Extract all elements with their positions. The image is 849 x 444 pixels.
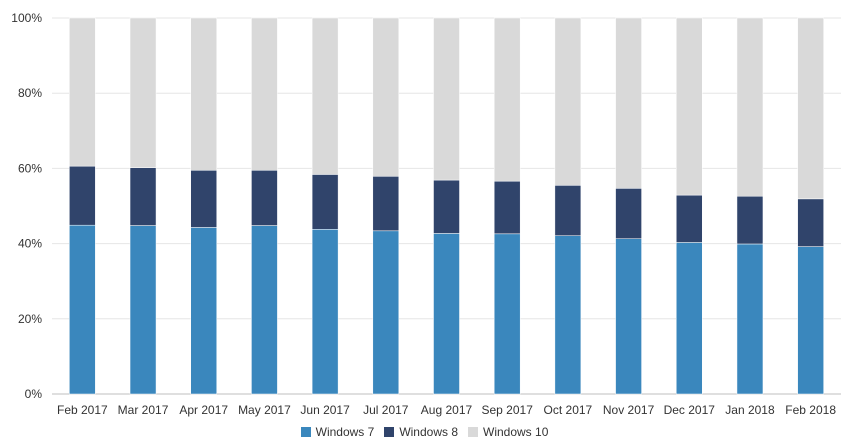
legend-label: Windows 10 <box>483 425 549 439</box>
bar-segment-windows-8[interactable] <box>311 174 339 230</box>
bar-segment-windows-7[interactable] <box>129 225 157 395</box>
legend-label: Windows 7 <box>315 425 375 439</box>
bar-segment-windows-10[interactable] <box>311 17 339 175</box>
bar-segment-windows-8[interactable] <box>129 167 157 226</box>
x-tick-label: Feb 2017 <box>57 403 108 417</box>
bar-segment-windows-8[interactable] <box>797 198 824 247</box>
bar-segment-windows-7[interactable] <box>311 229 339 395</box>
x-axis-ticks: Feb 2017 Mar 2017 Apr 2017 May 2017 Jun 2017… <box>57 403 836 417</box>
y-tick-label: 80% <box>18 86 42 100</box>
bar-segment-windows-8[interactable] <box>433 179 460 234</box>
x-tick-label: Oct 2017 <box>544 403 593 417</box>
bar-segment-windows-8[interactable] <box>736 195 764 245</box>
x-tick-label: Sep 2017 <box>481 403 533 417</box>
bar-segment-windows-7[interactable] <box>676 242 703 395</box>
bar-segment-windows-10[interactable] <box>190 17 217 171</box>
bar-segment-windows-7[interactable] <box>797 246 824 395</box>
x-tick-label: Jun 2017 <box>300 403 350 417</box>
bar-segment-windows-10[interactable] <box>676 17 703 196</box>
bar-segment-windows-8[interactable] <box>493 180 521 235</box>
bars <box>69 17 824 395</box>
bar-segment-windows-7[interactable] <box>736 243 764 395</box>
legend-swatch <box>384 427 395 437</box>
y-tick-label: 100% <box>11 11 42 25</box>
y-tick-label: 60% <box>18 161 42 175</box>
bar-segment-windows-7[interactable] <box>615 238 642 395</box>
bar-segment-windows-10[interactable] <box>736 17 764 197</box>
bar-segment-windows-7[interactable] <box>372 230 400 395</box>
bar-segment-windows-8[interactable] <box>615 188 642 239</box>
y-tick-label: 20% <box>18 312 42 326</box>
bar-segment-windows-7[interactable] <box>433 233 460 395</box>
bar-segment-windows-7[interactable] <box>554 235 582 395</box>
y-tick-label: 40% <box>18 237 42 251</box>
bar-segment-windows-10[interactable] <box>615 17 642 189</box>
legend: Windows 7 Windows 8 Windows 10 <box>0 425 849 439</box>
x-tick-label: Aug 2017 <box>421 403 473 417</box>
bar-segment-windows-7[interactable] <box>190 227 217 395</box>
x-tick-label: Apr 2017 <box>179 403 228 417</box>
bar-segment-windows-8[interactable] <box>251 170 278 226</box>
bar-segment-windows-10[interactable] <box>129 17 157 168</box>
bar-segment-windows-7[interactable] <box>69 224 96 395</box>
x-tick-label: Feb 2018 <box>785 403 836 417</box>
x-tick-label: Mar 2017 <box>118 403 169 417</box>
bar-segment-windows-10[interactable] <box>251 17 278 171</box>
bar-segment-windows-10[interactable] <box>433 17 460 181</box>
bar-segment-windows-10[interactable] <box>554 17 582 186</box>
legend-item[interactable]: Windows 8 <box>384 425 458 439</box>
legend-item[interactable]: Windows 7 <box>300 425 375 439</box>
bar-segment-windows-8[interactable] <box>372 176 400 232</box>
x-tick-label: May 2017 <box>238 403 291 417</box>
x-tick-label: Nov 2017 <box>603 403 655 417</box>
bar-segment-windows-10[interactable] <box>372 17 400 177</box>
legend-label: Windows 8 <box>399 425 458 439</box>
bar-segment-windows-8[interactable] <box>69 165 96 226</box>
bar-segment-windows-8[interactable] <box>676 194 703 243</box>
bar-segment-windows-10[interactable] <box>797 17 824 200</box>
x-tick-label: Jan 2018 <box>725 403 775 417</box>
legend-swatch <box>300 427 311 437</box>
bar-segment-windows-7[interactable] <box>493 233 521 395</box>
x-tick-label: Dec 2017 <box>664 403 716 417</box>
x-tick-label: Jul 2017 <box>363 403 409 417</box>
y-axis-ticks: 0% 20% 40% 60% 80% 100% <box>11 11 42 401</box>
bar-segment-windows-8[interactable] <box>554 185 582 236</box>
bar-segment-windows-10[interactable] <box>69 17 96 167</box>
bar-segment-windows-10[interactable] <box>493 17 521 182</box>
y-tick-label: 0% <box>25 387 43 401</box>
bar-segment-windows-8[interactable] <box>190 170 217 228</box>
legend-item[interactable]: Windows 10 <box>468 425 548 439</box>
stacked-bar-chart: 0% 20% 40% 60% 80% 100% Feb 2017 Mar 2017 Apr 2… <box>11 11 841 417</box>
bar-segment-windows-7[interactable] <box>251 225 278 395</box>
legend-swatch <box>468 427 478 437</box>
